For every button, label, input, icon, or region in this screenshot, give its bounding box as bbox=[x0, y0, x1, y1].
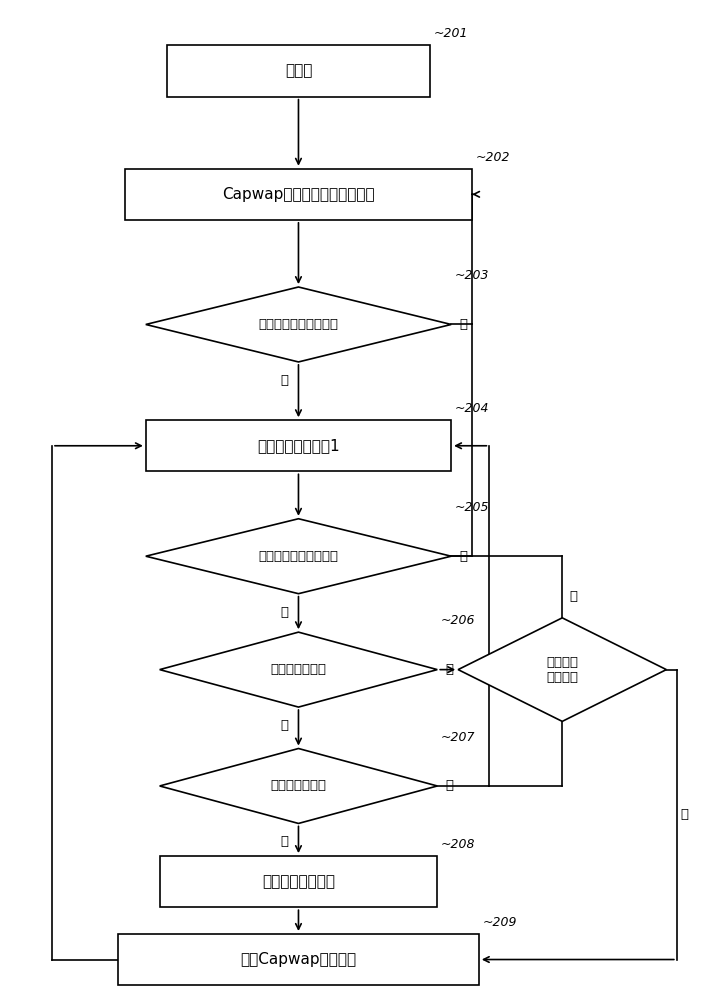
Text: 否: 否 bbox=[445, 779, 454, 792]
Text: Capwap隧道进入正常运行状态: Capwap隧道进入正常运行状态 bbox=[222, 187, 375, 202]
Polygon shape bbox=[146, 287, 451, 362]
Text: 到达最大
重传次数: 到达最大 重传次数 bbox=[547, 656, 578, 684]
Polygon shape bbox=[146, 519, 451, 594]
Text: 是否发生一轮报文重传: 是否发生一轮报文重传 bbox=[258, 318, 338, 331]
Text: 是: 是 bbox=[280, 835, 289, 848]
Text: ~208: ~208 bbox=[441, 838, 475, 851]
Text: 否: 否 bbox=[445, 663, 454, 676]
Text: 是: 是 bbox=[459, 550, 467, 563]
FancyBboxPatch shape bbox=[118, 934, 479, 985]
Text: ~205: ~205 bbox=[455, 501, 489, 514]
Text: ~204: ~204 bbox=[455, 402, 489, 415]
Text: ~207: ~207 bbox=[441, 731, 475, 744]
Text: 将报文重传次数加1: 将报文重传次数加1 bbox=[257, 438, 340, 453]
FancyBboxPatch shape bbox=[146, 420, 451, 471]
Text: ~209: ~209 bbox=[482, 916, 517, 929]
Text: 否: 否 bbox=[280, 606, 289, 619]
Text: 是: 是 bbox=[280, 719, 289, 732]
Text: ~201: ~201 bbox=[434, 27, 468, 40]
Text: 增大最大重传次数: 增大最大重传次数 bbox=[262, 874, 335, 889]
Text: 满足预设的条件: 满足预设的条件 bbox=[270, 663, 326, 676]
Polygon shape bbox=[458, 618, 666, 721]
Polygon shape bbox=[159, 748, 438, 823]
FancyBboxPatch shape bbox=[166, 45, 430, 97]
Polygon shape bbox=[159, 632, 438, 707]
Text: 是: 是 bbox=[680, 808, 688, 821]
Text: ~203: ~203 bbox=[455, 269, 489, 282]
Text: 断开Capwap隧道连接: 断开Capwap隧道连接 bbox=[241, 952, 357, 967]
Text: 大于第一门限值: 大于第一门限值 bbox=[270, 779, 326, 792]
Text: 本次报文重传是否成功: 本次报文重传是否成功 bbox=[258, 550, 338, 563]
FancyBboxPatch shape bbox=[159, 856, 438, 907]
Text: 否: 否 bbox=[459, 318, 467, 331]
Text: 初始化: 初始化 bbox=[285, 64, 312, 79]
FancyBboxPatch shape bbox=[125, 169, 472, 220]
Text: ~206: ~206 bbox=[441, 614, 475, 627]
Text: 是: 是 bbox=[569, 590, 577, 603]
Text: ~202: ~202 bbox=[476, 151, 510, 164]
Text: 是: 是 bbox=[280, 374, 289, 387]
